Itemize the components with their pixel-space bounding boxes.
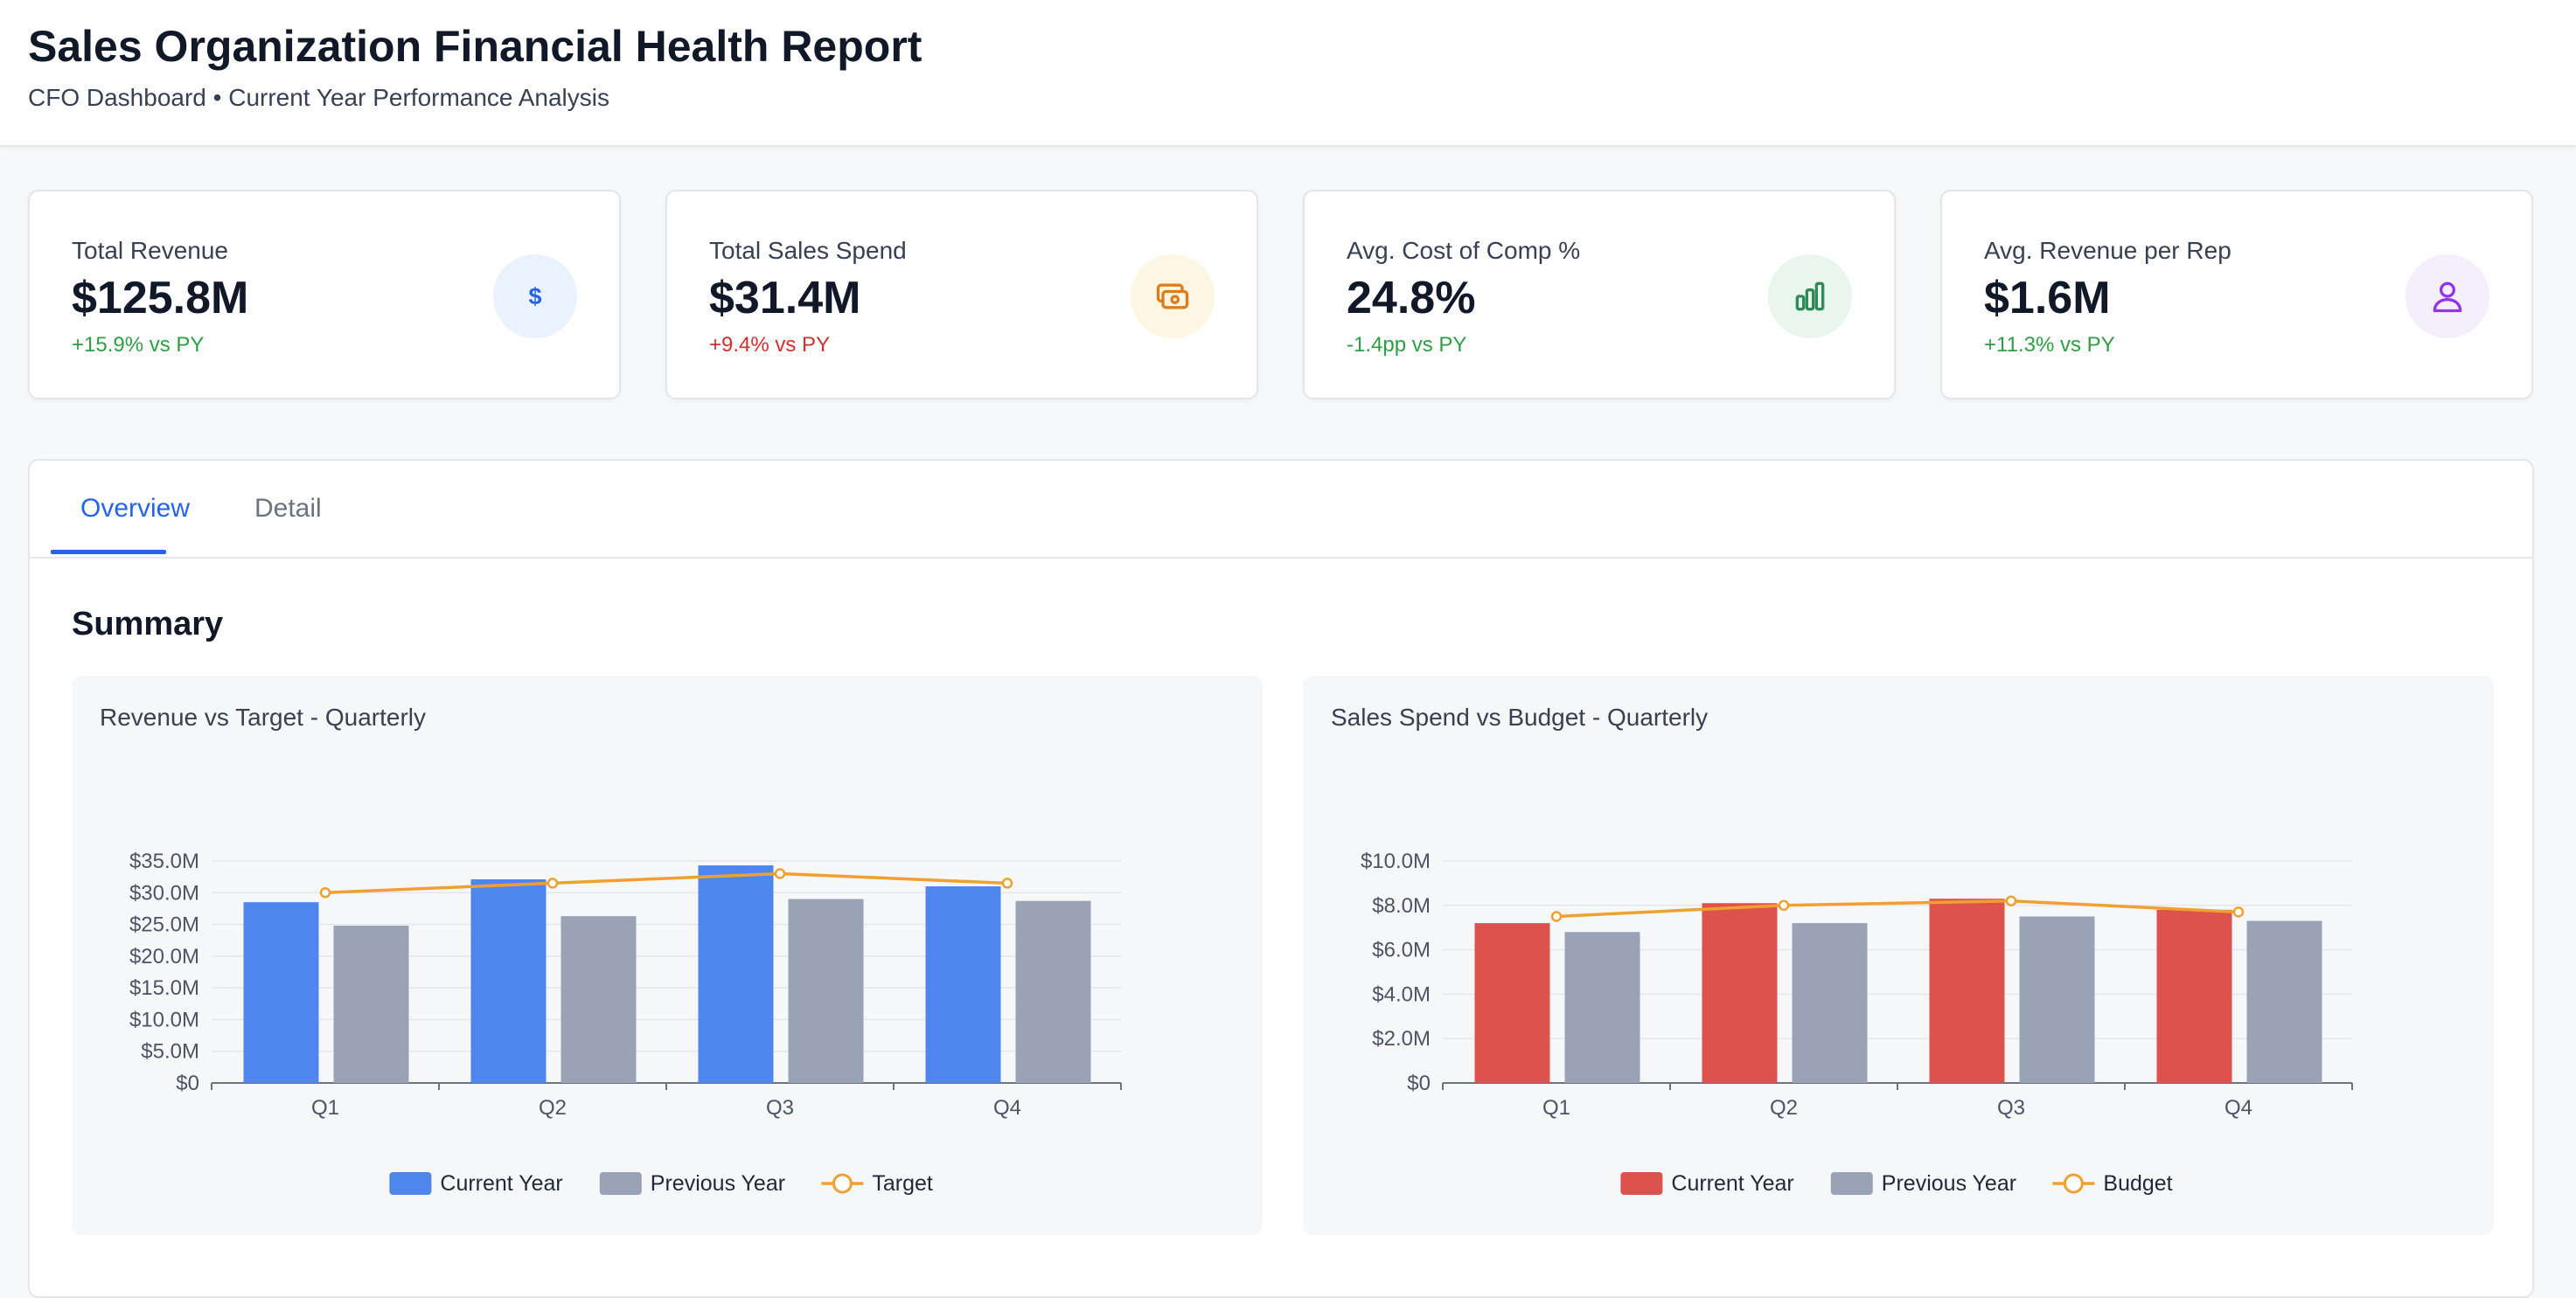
bar-previous-year[interactable]	[333, 926, 409, 1083]
bar-current-year[interactable]	[1929, 899, 2005, 1083]
active-tab-indicator	[51, 550, 166, 554]
legend-label[interactable]: Budget	[2103, 1171, 2172, 1196]
bar-previous-year[interactable]	[2019, 916, 2095, 1084]
chart-title: Sales Spend vs Budget - Quarterly	[1331, 704, 1709, 731]
y-tick-label: $5.0M	[141, 1040, 199, 1064]
y-tick-label: $8.0M	[1372, 894, 1431, 918]
kpi-card-avg-cost-of-comp: Avg. Cost of Comp % 24.8% -1.4pp vs PY	[1303, 190, 1896, 399]
legend-label[interactable]: Current Year	[1671, 1171, 1793, 1196]
y-tick-label: $2.0M	[1372, 1027, 1431, 1051]
legend-swatch	[1620, 1172, 1663, 1195]
revenue-vs-target-chart: $0 $5.0M $10.0M $15.0M $20.0M $25.0M $30.0M $35…	[129, 850, 1122, 1196]
bar-previous-year[interactable]	[1015, 900, 1091, 1083]
bar-previous-year[interactable]	[1564, 932, 1640, 1083]
bar-current-year[interactable]	[243, 902, 319, 1083]
y-tick-label: $10.0M	[1361, 850, 1431, 873]
kpi-delta: +11.3% vs PY	[1984, 333, 2115, 357]
page-title: Sales Organization Financial Health Repo…	[28, 22, 922, 71]
x-tick-label: Q2	[1770, 1096, 1798, 1120]
kpi-delta: -1.4pp vs PY	[1347, 333, 1467, 357]
y-tick-label: $25.0M	[129, 913, 199, 937]
line-point[interactable]	[774, 868, 786, 879]
page-header: Sales Organization Financial Health Repo…	[0, 0, 2576, 147]
bar-current-year[interactable]	[470, 879, 547, 1083]
spend-vs-budget-chart: $0 $2.0M $4.0M $6.0M $8.0M $10.0M Q1 Q2 Q3 Q4 Curr…	[1361, 850, 2353, 1196]
line-point[interactable]	[1550, 911, 1563, 922]
y-tick-label: $10.0M	[129, 1008, 199, 1031]
kpi-card-avg-revenue-per-rep: Avg. Revenue per Rep $1.6M +11.3% vs PY	[1940, 190, 2533, 399]
legend-label[interactable]: Target	[872, 1171, 933, 1196]
legend-label[interactable]: Previous Year	[651, 1171, 785, 1196]
kpi-value: 24.8%	[1347, 273, 1476, 323]
legend-line-marker	[2063, 1173, 2084, 1194]
bar-current-year[interactable]	[1474, 923, 1550, 1083]
chart-title: Revenue vs Target - Quarterly	[100, 704, 426, 731]
line-point[interactable]	[1778, 899, 1790, 912]
money-icon	[1131, 254, 1215, 338]
kpi-label: Avg. Cost of Comp %	[1347, 237, 1581, 264]
revenue-chart-card: Revenue vs Target - Quarterly $0 $5.0M $10…	[72, 676, 1263, 1235]
spend-chart-card: Sales Spend vs Budget - Quarterly $0 $2.0…	[1303, 676, 2494, 1235]
page-subtitle: CFO Dashboard • Current Year Performance…	[28, 84, 609, 111]
line-point[interactable]	[547, 878, 559, 889]
kpi-card-total-sales-spend: Total Sales Spend $31.4M +9.4% vs PY	[665, 190, 1258, 399]
legend-swatch	[599, 1172, 642, 1195]
x-tick-label: Q2	[539, 1096, 567, 1120]
kpi-label: Avg. Revenue per Rep	[1984, 237, 2231, 264]
x-tick-label: Q4	[2224, 1096, 2252, 1120]
bar-current-year[interactable]	[2156, 909, 2232, 1083]
legend-line-marker	[832, 1173, 853, 1194]
line-point[interactable]	[2005, 895, 2017, 906]
x-tick-label: Q4	[993, 1096, 1021, 1120]
kpi-label: Total Sales Spend	[709, 237, 907, 264]
kpi-label: Total Revenue	[72, 237, 229, 264]
bar-previous-year[interactable]	[2246, 920, 2322, 1083]
line-budget	[1556, 899, 2239, 919]
tab-bar: Overview Detail	[30, 461, 2532, 559]
y-tick-label: $4.0M	[1372, 982, 1431, 1006]
line-point[interactable]	[319, 887, 331, 899]
bar-current-year[interactable]	[1702, 903, 1778, 1083]
y-tick-label: $20.0M	[129, 945, 199, 968]
kpi-value: $31.4M	[709, 273, 861, 323]
legend-label[interactable]: Current Year	[440, 1171, 562, 1196]
bar-previous-year[interactable]	[560, 916, 637, 1083]
line-point[interactable]	[1001, 878, 1013, 889]
x-tick-label: Q3	[1997, 1096, 2025, 1120]
line-point[interactable]	[2232, 906, 2245, 918]
legend-label[interactable]: Previous Year	[1882, 1171, 2016, 1196]
line-target	[324, 871, 1008, 895]
dollar-icon: $	[493, 254, 577, 338]
bar-previous-year[interactable]	[1792, 923, 1868, 1083]
y-tick-label: $30.0M	[129, 881, 199, 905]
legend-swatch	[1830, 1172, 1873, 1195]
tab-overview[interactable]: Overview	[80, 494, 191, 523]
x-tick-label: Q3	[766, 1096, 794, 1120]
kpi-value: $125.8M	[72, 273, 249, 323]
y-tick-label: $15.0M	[129, 976, 199, 1000]
bar-current-year[interactable]	[698, 865, 774, 1083]
svg-text:$: $	[528, 283, 541, 309]
bar-previous-year[interactable]	[788, 899, 864, 1083]
bar-current-year[interactable]	[925, 886, 1001, 1083]
y-tick-label: $35.0M	[129, 850, 199, 873]
user-icon	[2405, 254, 2489, 338]
bar-chart-icon	[1768, 254, 1852, 338]
y-tick-label: $6.0M	[1372, 939, 1431, 962]
kpi-delta: +15.9% vs PY	[72, 333, 205, 357]
y-tick-label: $0	[1407, 1072, 1431, 1095]
kpi-card-total-revenue: Total Revenue $125.8M +15.9% vs PY $	[28, 190, 621, 399]
x-tick-label: Q1	[311, 1096, 339, 1120]
main-panel: Overview Detail Summary Revenue vs Targe…	[28, 459, 2534, 1298]
section-title: Summary	[72, 606, 224, 642]
kpi-delta: +9.4% vs PY	[709, 333, 831, 357]
tab-detail[interactable]: Detail	[254, 494, 322, 523]
y-tick-label: $0	[176, 1072, 199, 1095]
kpi-value: $1.6M	[1984, 273, 2111, 323]
x-tick-label: Q1	[1542, 1096, 1570, 1120]
legend-swatch	[389, 1172, 432, 1195]
